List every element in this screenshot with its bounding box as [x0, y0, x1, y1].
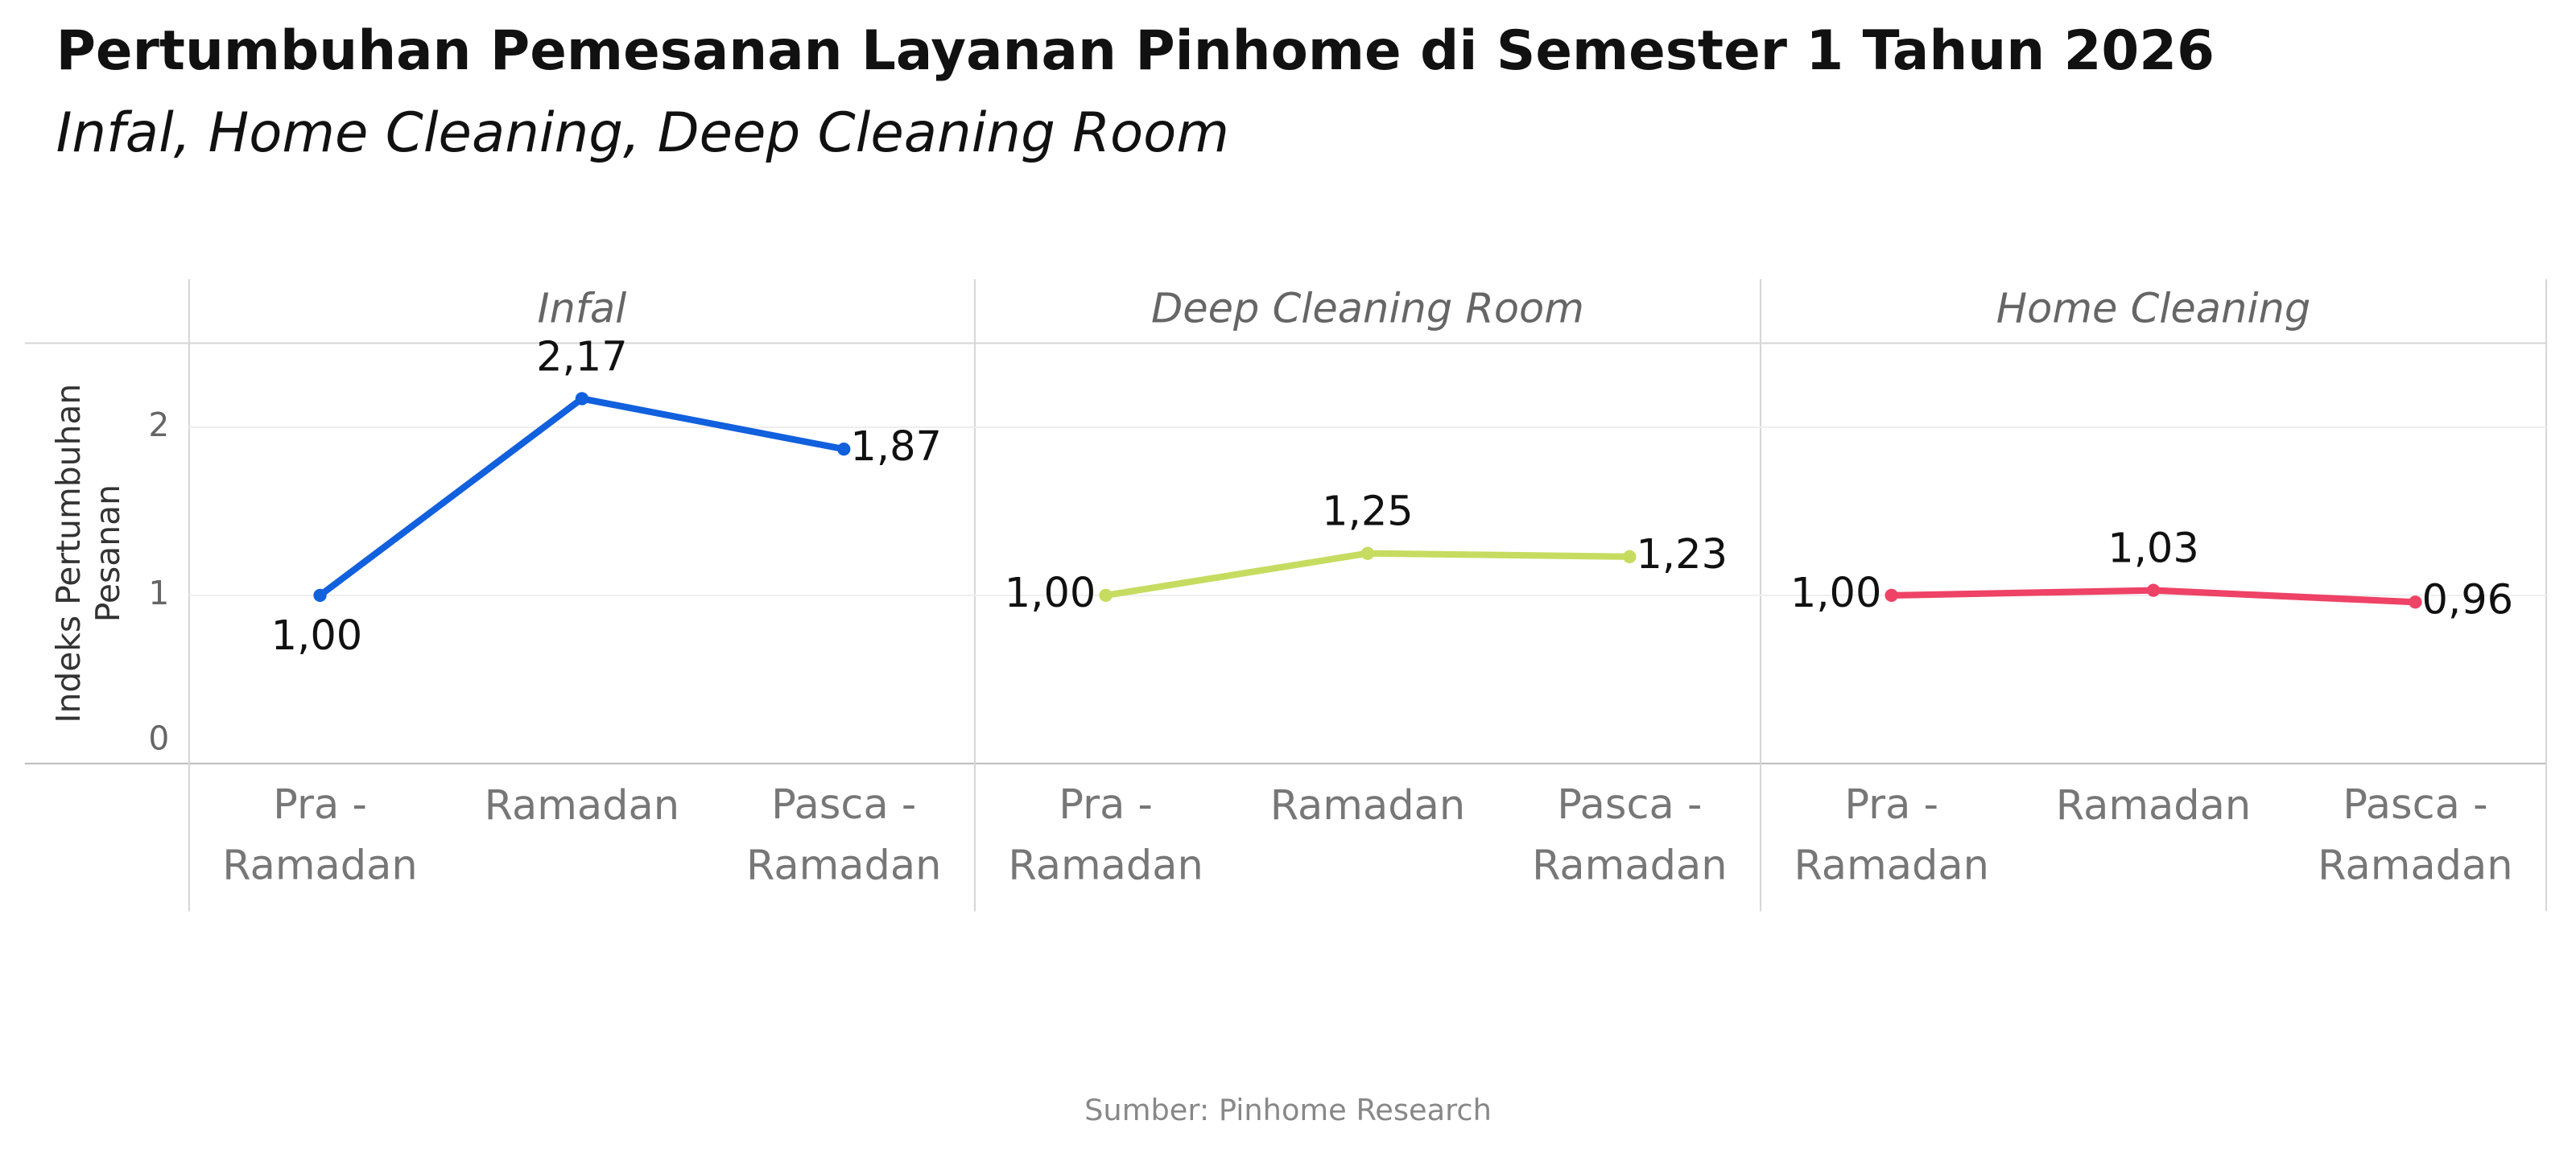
data-point	[2409, 595, 2422, 609]
y-tick-label: 1	[148, 574, 169, 612]
data-label: 1,03	[2107, 525, 2199, 573]
data-point	[1623, 550, 1637, 564]
data-label: 1,00	[1005, 570, 1096, 617]
data-label: 1,87	[850, 423, 942, 471]
data-label: 0,96	[2422, 576, 2514, 624]
x-tick-label: Pasca -Ramadan	[2318, 781, 2512, 890]
data-point	[1885, 588, 1898, 603]
x-tick-label: Pasca -Ramadan	[746, 781, 941, 890]
data-label: 1,00	[1790, 570, 1882, 617]
panel-title: Infal	[538, 286, 627, 333]
panel-title: Home Cleaning	[1996, 286, 2310, 333]
x-tick-label: Pra -Ramadan	[1008, 781, 1203, 890]
data-label: 1,00	[271, 612, 363, 660]
series-line	[318, 395, 845, 599]
data-label: 2,17	[536, 333, 628, 381]
chart-subtitle: Infal, Home Cleaning, Deep Cleaning Room	[56, 101, 1229, 164]
x-tick-label: Ramadan	[2056, 782, 2251, 830]
data-point	[1360, 546, 1375, 560]
data-point	[575, 392, 589, 406]
y-tick-label: 2	[148, 406, 169, 444]
y-axis-label: Indeks PertumbuhanPesanan	[49, 384, 127, 723]
data-label: 1,25	[1322, 488, 1414, 536]
chart-title: Pertumbuhan Pemesanan Layanan Pinhome di…	[56, 19, 2215, 82]
source: Sumber: Pinhome Research	[1084, 1093, 1492, 1127]
x-tick-label: Ramadan	[485, 782, 679, 830]
x-tick-label: Pra -Ramadan	[1794, 781, 1988, 890]
data-label: 1,23	[1636, 531, 1728, 579]
data-point	[313, 588, 327, 603]
y-tick-label: 0	[148, 719, 169, 757]
x-tick-label: Pasca -Ramadan	[1532, 781, 1727, 890]
data-point	[2146, 583, 2161, 597]
panel-title: Deep Cleaning Room	[1151, 286, 1584, 333]
data-point	[837, 442, 851, 456]
x-tick-label: Pra -Ramadan	[222, 781, 417, 890]
x-tick-label: Ramadan	[1270, 782, 1465, 830]
data-point	[1099, 588, 1113, 603]
